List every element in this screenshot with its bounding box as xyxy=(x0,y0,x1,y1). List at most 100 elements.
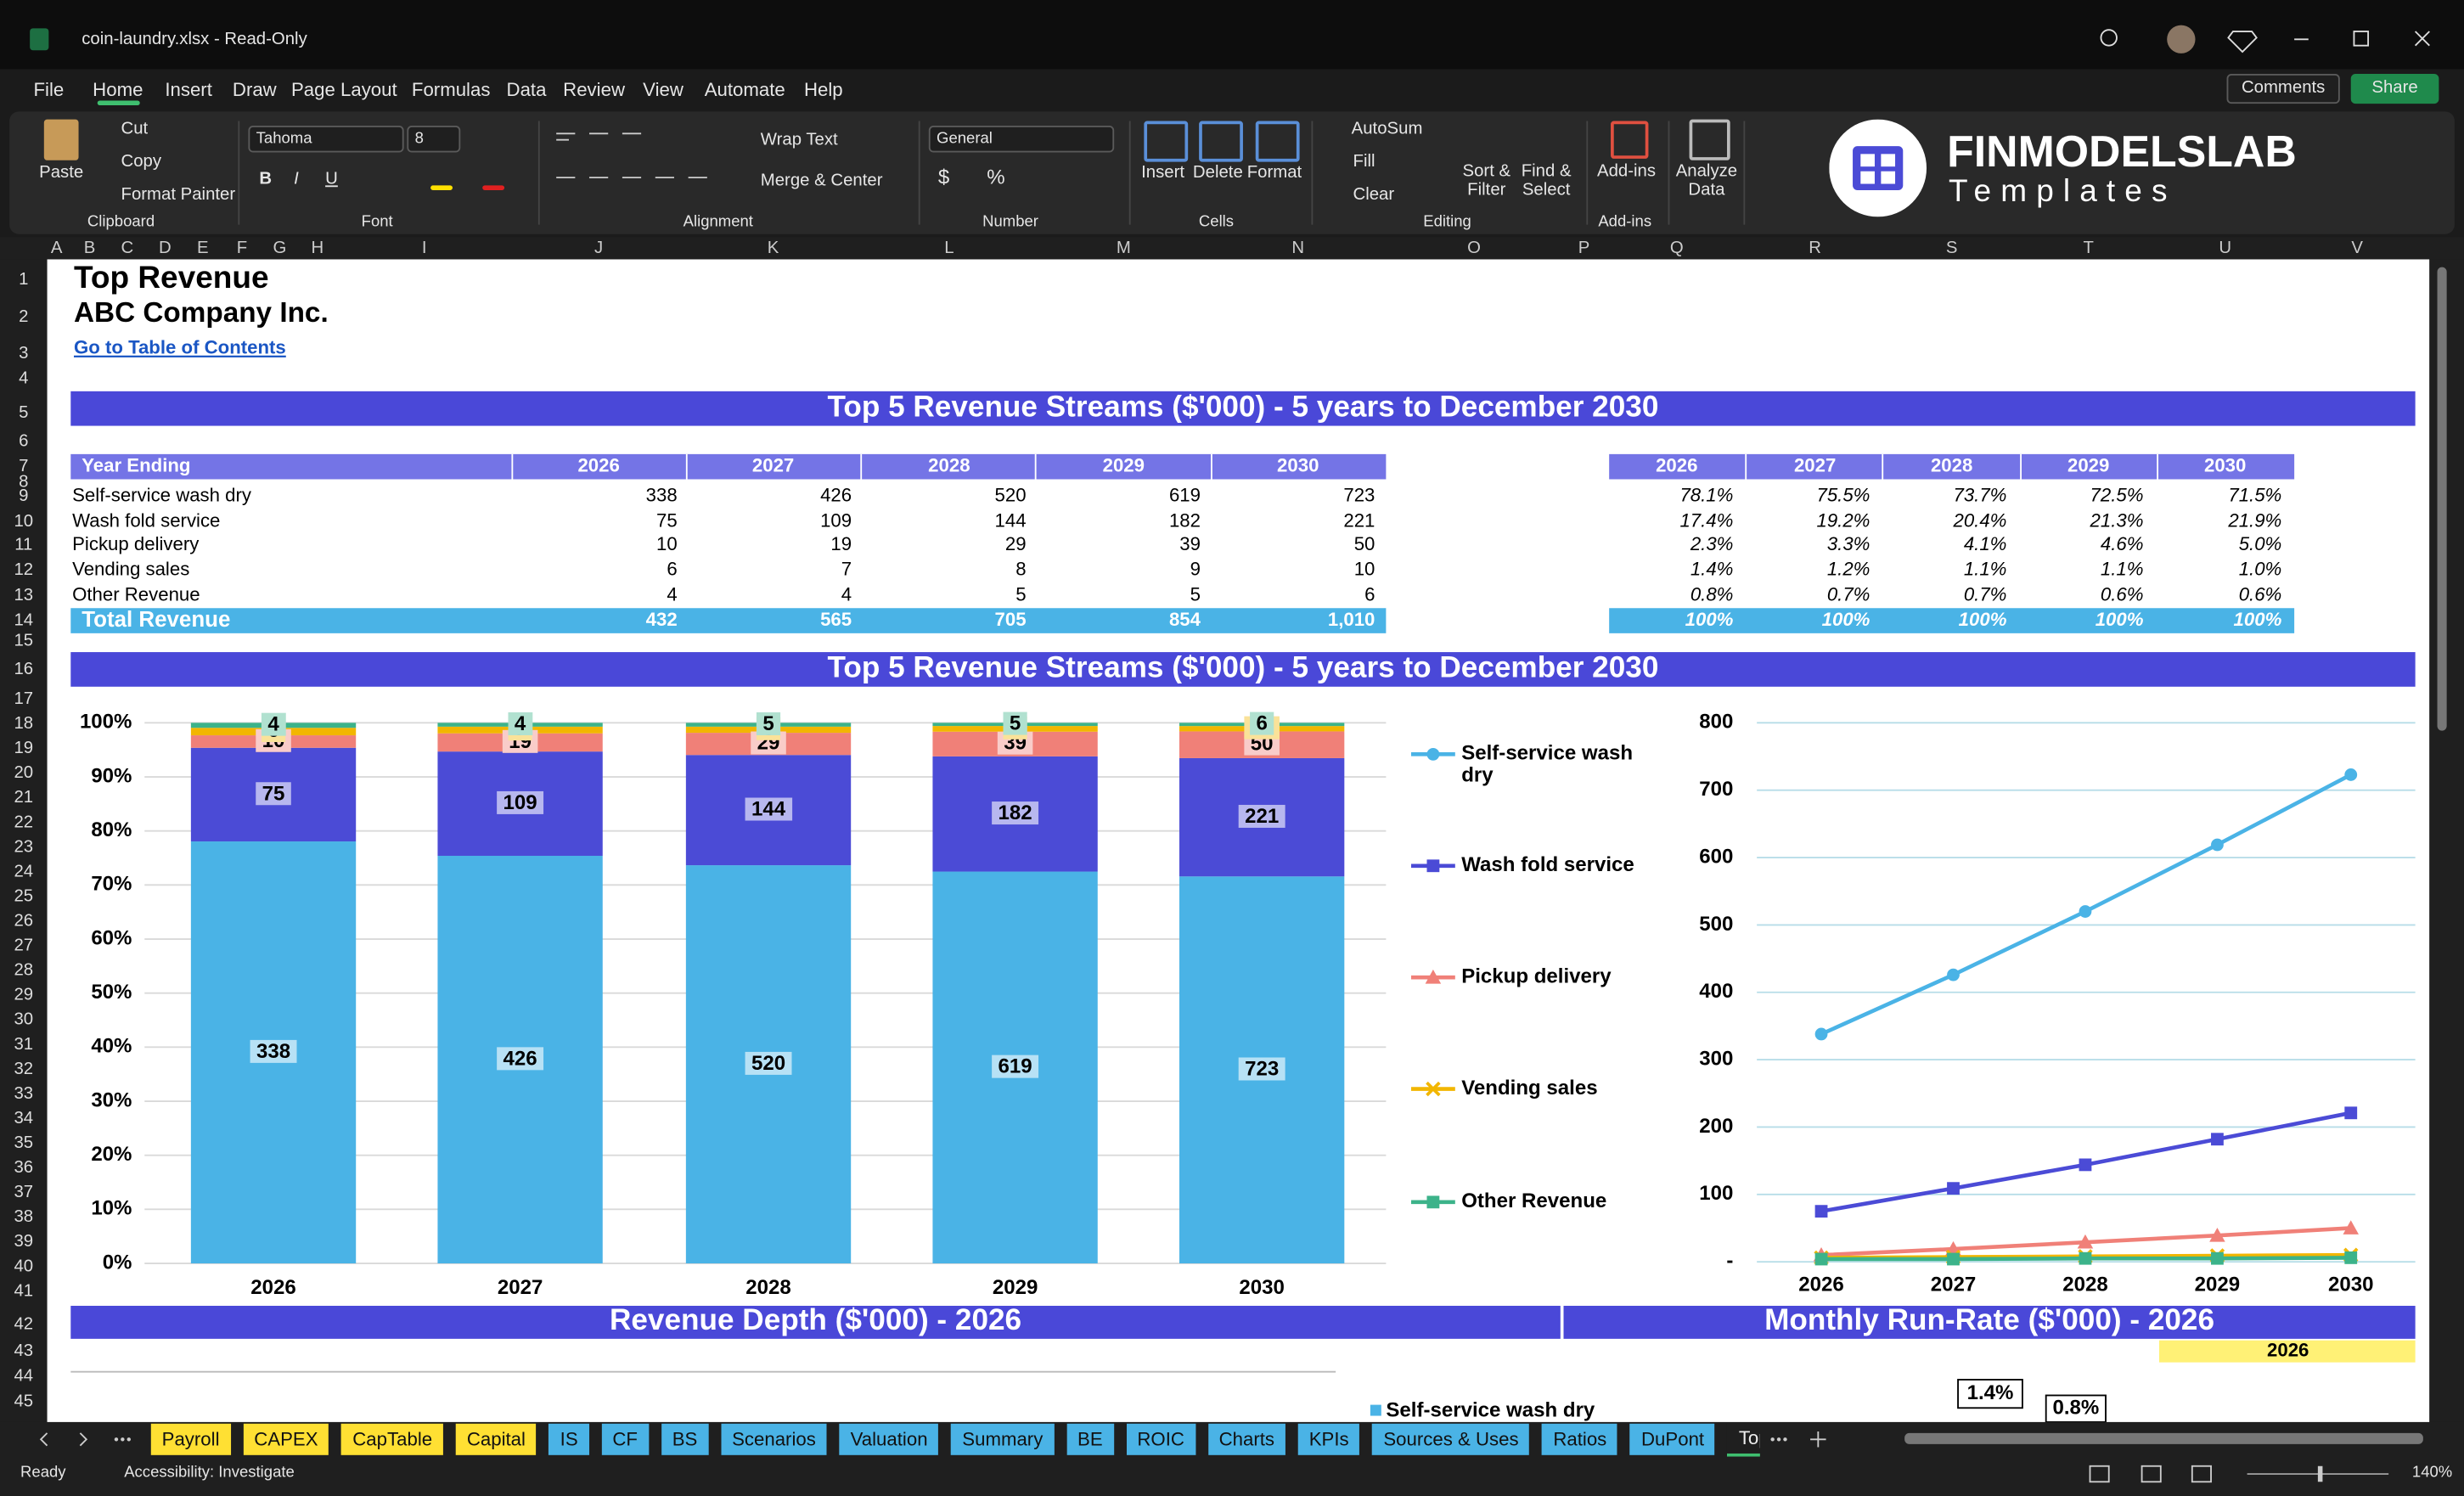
avatar[interactable] xyxy=(2167,25,2196,53)
comments-button[interactable]: Comments xyxy=(2226,73,2340,104)
table-cell: 144 xyxy=(995,509,1027,531)
analyze-data-button[interactable]: Analyze Data xyxy=(1675,161,1738,200)
share-header-year: 2030 xyxy=(2204,455,2246,476)
sheet-tab[interactable]: DuPont xyxy=(1630,1423,1716,1455)
file-title[interactable]: coin-laundry.xlsx - Read-Only xyxy=(82,30,307,49)
x-tick-label: 2028 xyxy=(745,1276,791,1299)
menu-tab[interactable]: View xyxy=(643,78,684,101)
x-tick-label: 2029 xyxy=(993,1276,1038,1299)
marker xyxy=(1947,1182,1960,1195)
cut-button[interactable]: Cut xyxy=(121,119,149,138)
sheet-tab[interactable]: CAPEX xyxy=(243,1423,329,1455)
search-icon[interactable] xyxy=(2100,29,2118,47)
sheet-tab[interactable]: KPIs xyxy=(1297,1423,1360,1455)
share-cell: 0.6% xyxy=(2101,583,2144,605)
percent-button[interactable]: % xyxy=(987,165,1005,189)
bold-button[interactable]: B xyxy=(259,169,273,189)
menu-tab[interactable]: Home xyxy=(93,78,143,101)
menu-tab[interactable]: Page Layout xyxy=(290,78,397,101)
marker xyxy=(1426,859,1440,873)
close[interactable] xyxy=(2414,31,2430,47)
menu-tab[interactable]: Automate xyxy=(704,78,785,101)
underline-button[interactable]: U xyxy=(325,169,338,189)
premium-icon[interactable] xyxy=(2227,31,2258,53)
group-label: Editing xyxy=(1423,213,1471,232)
sheet-tab[interactable]: BS xyxy=(661,1423,709,1455)
banner-title: Monthly Run-Rate ($'000) - 2026 xyxy=(1764,1303,2214,1336)
clear-button[interactable]: Clear xyxy=(1353,185,1395,205)
addins-button[interactable]: Add-ins xyxy=(1597,161,1657,181)
row-label: Self-service wash dry xyxy=(72,485,252,506)
sheet-tab[interactable]: Payroll xyxy=(150,1423,231,1455)
row-header: 13 xyxy=(14,586,33,605)
toc-link[interactable]: Go to Table of Contents xyxy=(74,337,286,358)
sheet-tab[interactable]: Scenarios xyxy=(721,1423,827,1455)
font-name-box[interactable]: Tahoma xyxy=(248,126,404,153)
font-size-box[interactable]: 8 xyxy=(407,126,461,153)
sheet-tab[interactable]: CapTable xyxy=(341,1423,444,1455)
format-button[interactable]: Format xyxy=(1246,163,1302,183)
delete-button[interactable]: Delete xyxy=(1192,163,1243,183)
y-tick-label: 80% xyxy=(91,818,132,841)
zoom-level[interactable]: 140% xyxy=(2411,1464,2453,1482)
y-tick-label: 70% xyxy=(91,873,132,896)
sort-filter-button[interactable]: Sort & Filter xyxy=(1462,161,1511,200)
data-label-box xyxy=(992,801,1039,825)
menu-tab[interactable]: Help xyxy=(803,78,843,101)
legend-label: Vending sales xyxy=(1461,1077,1597,1100)
find-select-button[interactable]: Find & Select xyxy=(1521,161,1572,200)
sheet-tab[interactable]: BE xyxy=(1066,1423,1114,1455)
row-header: 43 xyxy=(14,1341,33,1360)
menu-tab[interactable]: Formulas xyxy=(411,78,491,101)
italic-button[interactable]: I xyxy=(294,169,299,189)
share-button[interactable]: Share xyxy=(2350,73,2439,104)
row-header: 41 xyxy=(14,1281,33,1300)
scroll-thumb[interactable] xyxy=(2437,267,2447,731)
y-tick-label: 800 xyxy=(1699,711,1733,734)
menu-tab[interactable]: Data xyxy=(506,78,547,101)
fill-button[interactable]: Fill xyxy=(1353,152,1375,172)
share-header xyxy=(1609,453,2295,480)
sheet-tab[interactable]: Top_Revenue xyxy=(1727,1421,1760,1457)
legend-label: Other Revenue xyxy=(1461,1189,1606,1212)
sheet-tab[interactable]: Valuation xyxy=(839,1423,939,1455)
autosum-button[interactable]: AutoSum xyxy=(1351,119,1423,138)
share-header-year: 2029 xyxy=(2067,455,2109,476)
table-cell: 5 xyxy=(1190,583,1201,605)
number-format-box[interactable]: General xyxy=(928,126,1115,153)
sheet-tab[interactable]: Summary xyxy=(951,1423,1055,1455)
sheet-tab[interactable]: CF xyxy=(601,1423,649,1455)
insert-button[interactable]: Insert xyxy=(1141,163,1185,183)
sheet-tab[interactable]: ROIC xyxy=(1126,1423,1195,1455)
table-cell: 19 xyxy=(830,533,852,554)
fill-color[interactable] xyxy=(430,185,453,190)
share-cell: 1.4% xyxy=(1690,559,1734,580)
ribbon-separators xyxy=(238,121,1746,225)
sheet-tab[interactable]: Capital xyxy=(455,1423,537,1455)
merge-center-button[interactable]: Merge & Center xyxy=(760,171,883,190)
format-painter-button[interactable]: Format Painter xyxy=(121,185,236,205)
sheet-tab[interactable]: Sources & Uses xyxy=(1372,1423,1530,1455)
table-header-year: 2026 xyxy=(577,455,619,476)
marker xyxy=(1814,1205,1828,1218)
marker xyxy=(2344,1106,2358,1120)
x-tick-label: 2030 xyxy=(1239,1276,1285,1299)
currency-button[interactable]: $ xyxy=(937,165,950,189)
accessibility-status[interactable]: Accessibility: Investigate xyxy=(124,1464,295,1482)
table-cell: 39 xyxy=(1179,533,1201,554)
restore[interactable] xyxy=(2353,31,2370,47)
sheet-tab[interactable]: IS xyxy=(548,1423,589,1455)
excel-icon xyxy=(30,28,49,51)
menu-tab[interactable]: Insert xyxy=(165,78,212,101)
sheet-tab[interactable]: Charts xyxy=(1207,1423,1285,1455)
menu-tab[interactable]: File xyxy=(33,78,65,101)
data-label-group: 4 xyxy=(261,712,286,736)
paste-button[interactable]: Paste xyxy=(39,163,84,183)
year-cell xyxy=(2158,1340,2416,1363)
wrap-text-button[interactable]: Wrap Text xyxy=(760,130,838,149)
menu-tab[interactable]: Draw xyxy=(232,78,277,101)
menu-tab[interactable]: Review xyxy=(563,78,626,101)
copy-button[interactable]: Copy xyxy=(121,152,162,172)
sheet-tab[interactable]: Ratios xyxy=(1542,1423,1618,1455)
font-color[interactable] xyxy=(482,185,505,190)
